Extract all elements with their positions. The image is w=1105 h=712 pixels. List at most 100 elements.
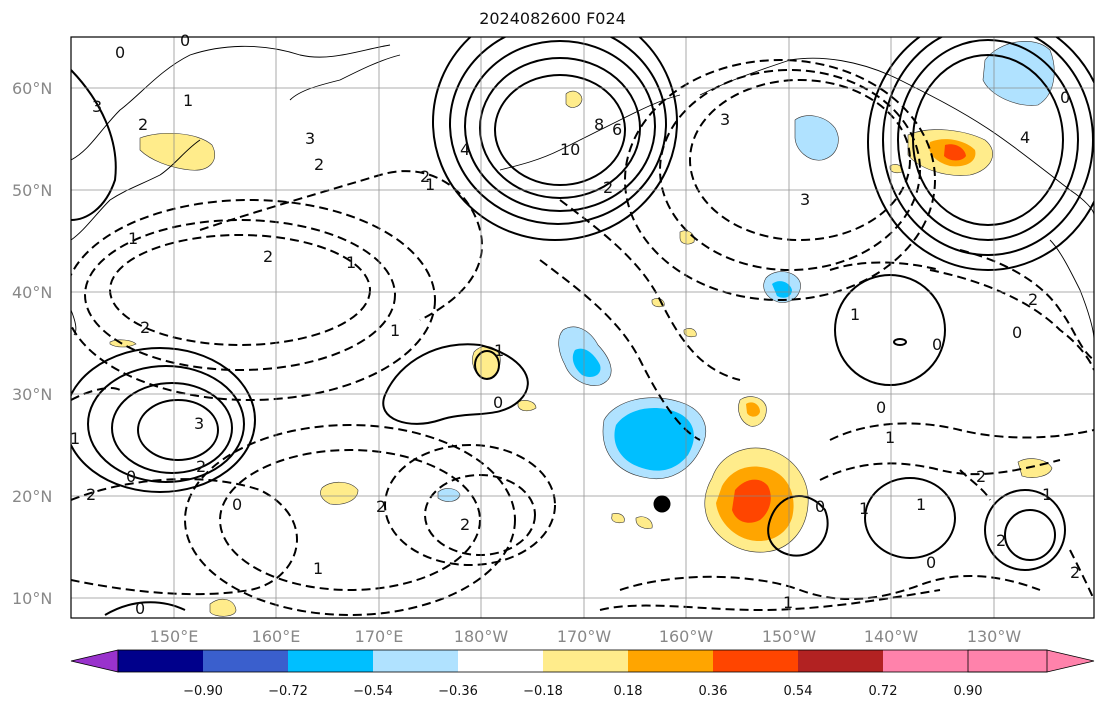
contour-label: 0 <box>115 43 125 62</box>
contour-label: 8 <box>594 115 604 134</box>
lon-label: 150°E <box>150 627 199 646</box>
lon-label: 180°W <box>454 627 509 646</box>
contour-label: 3 <box>194 414 204 433</box>
contour-label: 3 <box>305 129 315 148</box>
colorbar-label: −0.72 <box>268 684 308 699</box>
contour-label: 1 <box>390 321 400 340</box>
lat-label: 50°N <box>12 181 52 200</box>
colorbar-segment <box>458 650 543 672</box>
contour-label: 0 <box>180 31 190 50</box>
latitude-labels: 60°N 50°N 40°N 30°N 20°N 10°N <box>12 79 52 608</box>
colorbar-label: −0.36 <box>438 684 478 699</box>
contour-label: 4 <box>460 140 470 159</box>
contour-label: 0 <box>815 497 825 516</box>
contour-label: 1 <box>346 253 356 272</box>
contour-label: 2 <box>996 531 1006 550</box>
contour-label: 3 <box>720 110 730 129</box>
negative-anomaly-alaska <box>982 40 1055 106</box>
lat-label: 60°N <box>12 79 52 98</box>
contour-label: 0 <box>493 393 503 412</box>
colorbar-label: −0.90 <box>183 684 223 699</box>
contour-label: 2 <box>196 457 206 476</box>
colorbar-segment <box>883 650 968 672</box>
contour-label: 2 <box>314 155 324 174</box>
contour-label: 0 <box>876 398 886 417</box>
location-marker <box>653 495 671 513</box>
colorbar-outline <box>117 649 1048 673</box>
colorbar-segment <box>543 650 628 672</box>
contour-label: 2 <box>263 247 273 266</box>
contour-label: 1 <box>1042 485 1052 504</box>
contour-label: 1 <box>885 428 895 447</box>
colorbar-segment <box>628 650 713 672</box>
contour-label: 0 <box>126 467 136 486</box>
colorbar-segment <box>798 650 883 672</box>
colorbar-label: −0.18 <box>523 684 563 699</box>
contour-label: 10 <box>560 140 580 159</box>
contour-label: 0 <box>926 553 936 572</box>
contour-label: 1 <box>183 91 193 110</box>
contour-label: 1 <box>128 229 138 248</box>
colorbar-label: 0.36 <box>699 684 728 699</box>
colorbar-label: 0.90 <box>954 684 983 699</box>
contour-label: 1 <box>313 559 323 578</box>
colorbar-segment <box>373 650 458 672</box>
colorbar-extend-right <box>967 649 1095 673</box>
longitude-labels: 150°E 160°E 170°E 180°W 170°W 160°W 150°… <box>150 627 1022 646</box>
contour-label: 1 <box>494 341 504 360</box>
colorbar-extend-left <box>70 649 119 673</box>
contour-label: 1 <box>916 495 926 514</box>
contour-label: 0 <box>1060 88 1070 107</box>
lat-label: 30°N <box>12 385 52 404</box>
contour-label: 2 <box>460 515 470 534</box>
colorbar-label: 0.72 <box>869 684 898 699</box>
lon-label: 160°E <box>252 627 301 646</box>
positive-contours <box>71 37 1094 616</box>
contour-label: 1 <box>70 429 80 448</box>
contour-label: 0 <box>232 495 242 514</box>
contour-label: 0 <box>1012 323 1022 342</box>
colorbar-segment <box>713 650 798 672</box>
contour-label: 0 <box>135 599 145 618</box>
contour-label: 2 <box>420 167 430 186</box>
colorbar-segment <box>288 650 373 672</box>
colorbar-segment <box>203 650 288 672</box>
contour-label: 3 <box>800 190 810 209</box>
map-title: 2024082600 F024 <box>479 9 626 28</box>
lon-label: 140°W <box>864 627 919 646</box>
map-background <box>71 37 1094 618</box>
contour-label: 1 <box>859 499 869 518</box>
lon-label: 170°E <box>355 627 404 646</box>
contour-label: 1 <box>783 593 793 612</box>
shaded-anomalies <box>109 40 1055 617</box>
lon-label: 160°W <box>659 627 714 646</box>
map-frame <box>70 36 1095 619</box>
contour-label: 2 <box>86 485 96 504</box>
contour-label: 2 <box>603 178 613 197</box>
lat-label: 10°N <box>12 589 52 608</box>
colorbar-label: 0.54 <box>784 684 813 699</box>
colorbar-label: 0.18 <box>614 684 643 699</box>
colorbar-label: −0.54 <box>353 684 393 699</box>
colorbar-segment <box>118 650 203 672</box>
contour-label: 4 <box>1020 128 1030 147</box>
negative-anomaly-ne <box>794 115 839 161</box>
contour-label: 2 <box>976 467 986 486</box>
contour-label: 2 <box>138 115 148 134</box>
negative-contours <box>71 59 1094 616</box>
contour-label: 3 <box>92 97 102 116</box>
contour-label: 0 <box>932 335 942 354</box>
graticule <box>71 37 1094 618</box>
contour-label: 2 <box>140 318 150 337</box>
lon-label: 170°W <box>557 627 612 646</box>
colorbar: −0.90 −0.72 −0.54 −0.36 −0.18 0.18 0.36 … <box>70 649 1095 699</box>
lon-label: 150°W <box>762 627 817 646</box>
lat-label: 40°N <box>12 283 52 302</box>
lat-label: 20°N <box>12 487 52 506</box>
contour-label: 1 <box>850 305 860 324</box>
contour-label: 1 <box>425 175 435 194</box>
contour-label-group: 0 3 2 1 2 3 1 2 1 0 2 0 1 3 2 0 1 2 1 2 … <box>70 31 1080 618</box>
contour-label: 2 <box>1028 290 1038 309</box>
contour-label: 6 <box>612 120 622 139</box>
